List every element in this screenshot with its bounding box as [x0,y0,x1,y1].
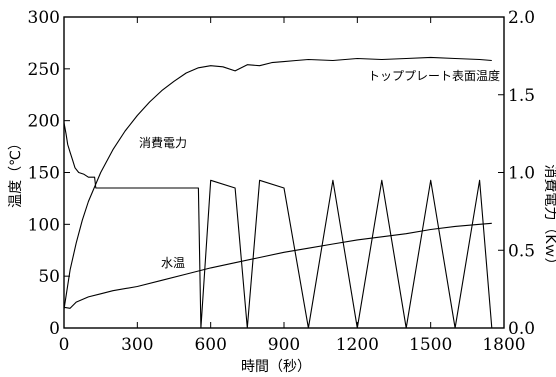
x-tick-label: 0 [59,335,70,355]
series-plate-temperature-line [63,56,492,310]
x-tick-label: 300 [121,335,153,355]
series-label-power: 消費電力 [139,135,187,150]
y-right-tick-label: 0.5 [508,241,535,261]
y-right-tick-label: 2.0 [508,8,535,28]
y-left-axis-title: 温度（℃） [8,136,24,208]
y-left-tick-label: 50 [38,267,60,287]
ticks-layer: 0 300 600 900 1200 1500 1800 0 50 100 150 200 250 300… [28,8,536,355]
y-left-tick-label: 100 [28,215,60,235]
y-left-tick-label: 250 [28,60,60,80]
labels-layer: 時間（秒） 温度（℃） 消費電力（Kｗ） トッププレート表面温度 消費電力 水温 [8,68,556,375]
y-left-tick-label: 300 [28,8,60,28]
y-left-tick-label: 150 [28,164,60,184]
series-label-plate-temp: トッププレート表面温度 [368,68,500,83]
x-tick-label: 600 [194,335,226,355]
series-label-water-temp: 水温 [161,256,185,270]
x-tick-label: 1500 [409,335,452,355]
plot-frame [63,16,505,329]
y-right-axis-title: 消費電力（Kｗ） [542,164,556,271]
y-right-tick-label: 1.5 [508,86,535,106]
x-axis-title: 時間（秒） [241,359,311,375]
series-water-temperature-line [63,222,492,309]
series-layer [63,56,493,329]
series-power-line [63,122,493,329]
y-right-tick-label: 0.0 [508,319,535,339]
x-tick-label: 1800 [482,335,525,355]
y-left-tick-label: 200 [28,112,60,132]
y-right-tick-label: 1.0 [508,164,535,184]
x-tick-label: 900 [268,335,300,355]
x-tick-label: 1200 [336,335,379,355]
y-left-tick-label: 0 [49,319,60,339]
